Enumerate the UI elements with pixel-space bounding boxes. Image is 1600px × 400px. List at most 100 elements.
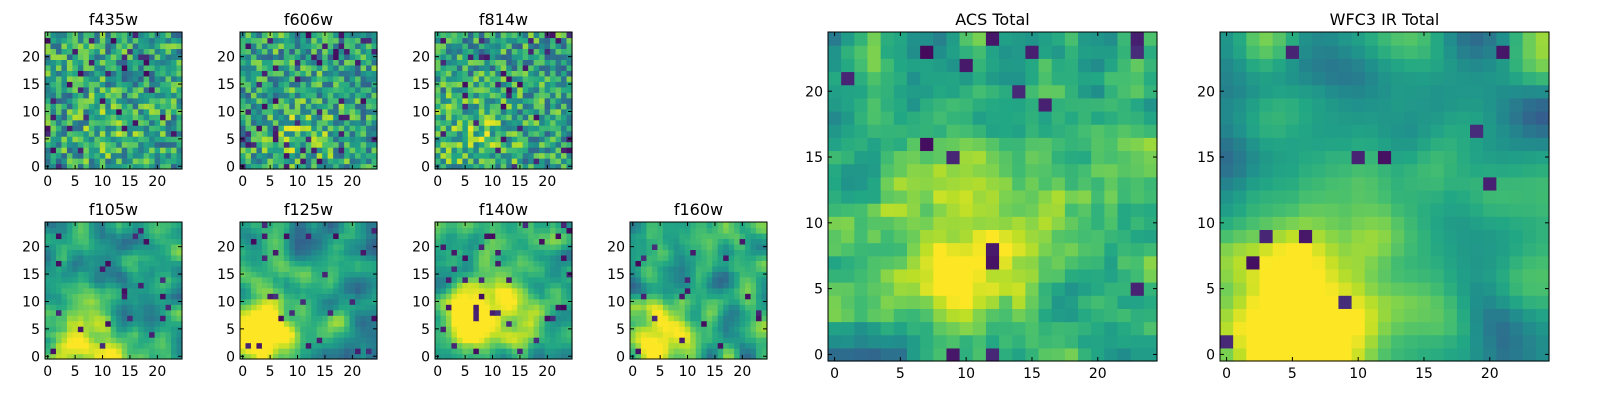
heatmap-cell: [267, 282, 274, 289]
heatmap-cell: [539, 75, 546, 82]
heatmap-cell: [154, 298, 161, 305]
heatmap-cell: [544, 348, 551, 355]
heatmap-cell: [94, 53, 101, 60]
heatmap-cell: [1038, 242, 1053, 257]
heatmap-cell: [646, 298, 653, 305]
heatmap-cell: [366, 53, 373, 60]
heatmap-cell: [440, 271, 447, 278]
heatmap-cell: [355, 304, 362, 311]
heatmap-cell: [154, 158, 161, 165]
heatmap-cell: [305, 125, 312, 132]
heatmap-cell: [138, 97, 145, 104]
heatmap-cell: [267, 70, 274, 77]
heatmap-cell: [635, 265, 642, 272]
heatmap-cell: [522, 103, 529, 110]
heatmap-cell: [723, 342, 730, 349]
heatmap-cell: [50, 81, 57, 88]
heatmap-cell: [756, 298, 763, 305]
heatmap-cell: [985, 268, 1000, 283]
heatmap-cell: [739, 315, 746, 322]
heatmap-cell: [245, 320, 252, 327]
heatmap-cell: [143, 70, 150, 77]
heatmap-cell: [679, 260, 686, 267]
heatmap-cell: [278, 152, 285, 159]
heatmap-cell: [701, 238, 708, 245]
heatmap-cell: [478, 265, 485, 272]
heatmap-cell: [355, 70, 362, 77]
heatmap-cell: [734, 249, 741, 256]
heatmap-cell: [511, 103, 518, 110]
heatmap-cell: [456, 59, 463, 66]
heatmap-cell: [267, 158, 274, 165]
heatmap-cell: [355, 232, 362, 240]
heatmap-cell: [250, 147, 258, 154]
heatmap-cell: [550, 265, 557, 272]
heatmap-cell: [500, 32, 507, 39]
heatmap-cell: [651, 287, 658, 294]
heatmap-cell: [333, 227, 340, 234]
heatmap-cell: [544, 158, 551, 165]
heatmap-cell: [267, 260, 274, 267]
heatmap-cell: [176, 92, 183, 99]
heatmap-cell: [176, 32, 183, 39]
heatmap-cell: [245, 227, 252, 234]
heatmap-cell: [712, 254, 719, 261]
heatmap-cell: [445, 53, 453, 60]
heatmap-cell: [154, 348, 161, 355]
heatmap-cell: [250, 282, 258, 289]
heatmap-cell: [1012, 282, 1026, 296]
heatmap-cell: [110, 238, 117, 245]
heatmap-cell: [630, 276, 637, 283]
heatmap-cell: [338, 304, 345, 311]
heatmap-cell: [1051, 321, 1066, 336]
heatmap-cell: [517, 86, 524, 93]
heatmap-cell: [1078, 163, 1092, 178]
heatmap-cell: [305, 337, 312, 344]
heatmap-cell: [566, 348, 573, 355]
panel-title: f606w: [284, 10, 333, 29]
heatmap-cell: [489, 304, 496, 311]
heatmap-cell: [55, 97, 63, 104]
heatmap-cell: [294, 158, 301, 165]
heatmap-cell: [176, 86, 183, 93]
heatmap-cell: [854, 347, 869, 362]
heatmap-cell: [533, 331, 540, 338]
heatmap-cell: [495, 326, 502, 333]
heatmap-cell: [338, 114, 345, 121]
heatmap-cell: [828, 150, 842, 165]
heatmap-cell: [1130, 268, 1145, 283]
heatmap-cell: [132, 238, 139, 245]
heatmap-cell: [1064, 282, 1079, 296]
heatmap-cell: [333, 141, 340, 148]
heatmap-cell: [539, 298, 546, 305]
heatmap-cell: [500, 158, 507, 165]
heatmap-cell: [511, 42, 518, 50]
heatmap-cell: [522, 70, 529, 77]
heatmap-cell: [149, 304, 156, 311]
heatmap-cell: [462, 320, 469, 327]
heatmap-cell: [165, 97, 172, 104]
heatmap-cell: [360, 326, 367, 333]
heatmap-cell: [240, 304, 247, 311]
heatmap-cell: [506, 32, 513, 39]
heatmap-cell: [462, 271, 469, 278]
heatmap-cell: [300, 293, 307, 300]
heatmap-cell: [435, 320, 442, 327]
panel-title: f435w: [89, 10, 138, 29]
heatmap-cell: [522, 119, 529, 126]
heatmap-cell: [1078, 268, 1092, 283]
heatmap-cell: [149, 353, 156, 360]
heatmap-cell: [445, 70, 453, 77]
heatmap-cell: [728, 337, 735, 344]
heatmap-cell: [1117, 347, 1132, 362]
heatmap-cell: [478, 42, 485, 50]
heatmap-cell: [94, 287, 101, 294]
heatmap-cell: [528, 119, 535, 126]
heatmap-cell: [366, 227, 373, 234]
heatmap-cell: [522, 298, 529, 305]
heatmap-cell: [566, 276, 573, 283]
heatmap-cell: [435, 293, 442, 300]
heatmap-cell: [99, 232, 106, 240]
heatmap-cell: [50, 163, 57, 170]
